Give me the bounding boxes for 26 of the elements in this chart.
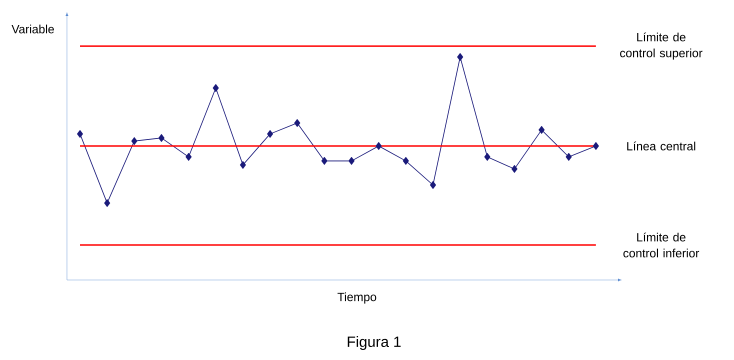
ref-line-label: Límite de control inferior [623,232,700,258]
point [76,130,84,138]
point [212,84,219,92]
text: Figura 1 [348,336,401,350]
ref-line-label: Límite de control superior [620,32,702,60]
point [240,161,246,169]
point [348,157,355,165]
point [457,53,464,61]
point [294,119,300,127]
y-axis-title: Variable [12,24,54,34]
point [186,153,192,161]
point [402,157,409,165]
point [321,157,328,165]
point [511,165,518,173]
point [376,142,382,150]
point [566,153,572,161]
point [267,130,274,138]
point [104,199,110,207]
point [538,126,545,134]
point [131,137,138,145]
point [484,153,490,161]
point [592,142,599,150]
ref-line-label: Línea central [627,142,696,150]
x-axis-title: Tiempo [338,292,376,304]
point [158,134,164,142]
point [430,181,436,189]
